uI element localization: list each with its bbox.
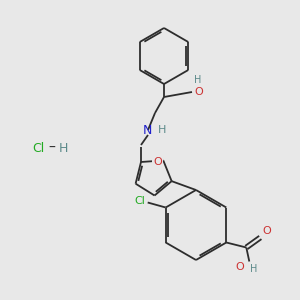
Text: H: H — [194, 75, 201, 85]
Text: O: O — [262, 226, 271, 236]
Text: Cl: Cl — [135, 196, 146, 206]
Text: N: N — [142, 124, 152, 136]
Text: O: O — [153, 158, 162, 167]
Text: H: H — [58, 142, 68, 154]
Text: H: H — [158, 125, 166, 135]
Text: –: – — [49, 141, 56, 155]
Text: H: H — [250, 263, 258, 274]
Text: O: O — [194, 87, 203, 97]
Text: O: O — [236, 262, 244, 272]
Text: Cl: Cl — [32, 142, 44, 154]
